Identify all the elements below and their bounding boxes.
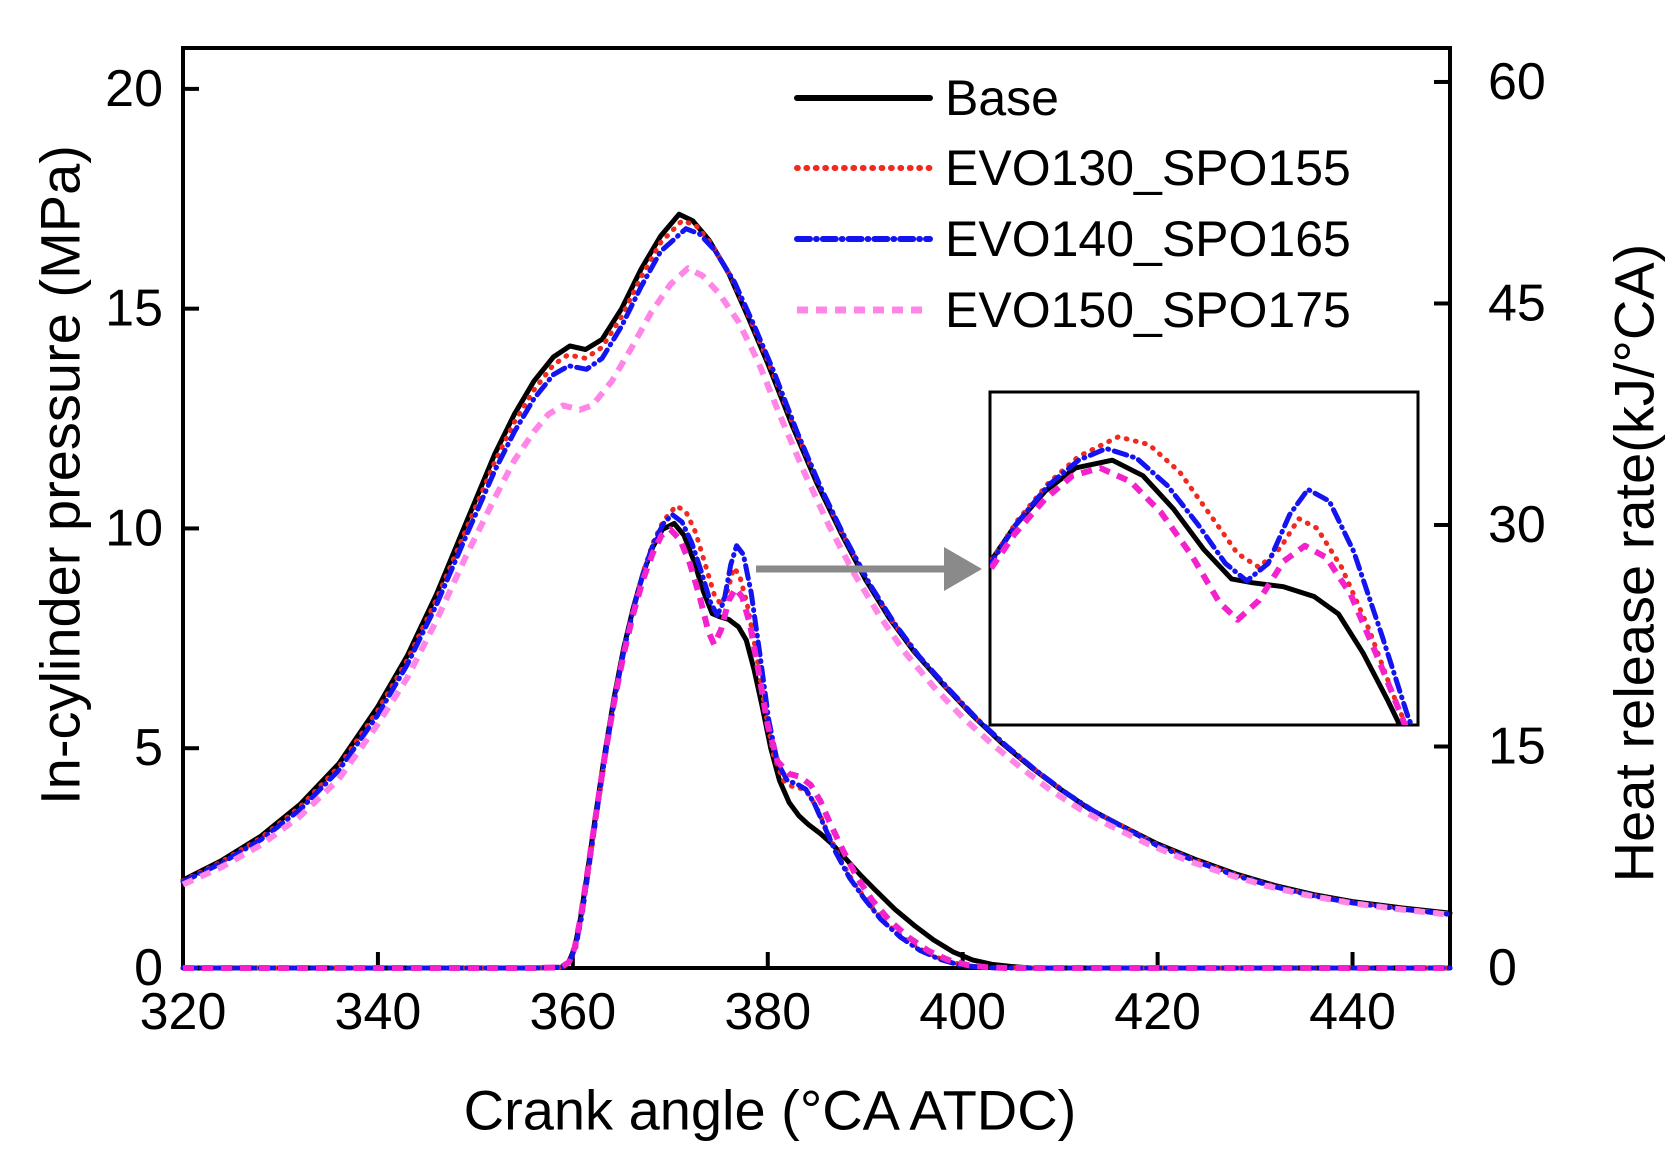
- y-right-tick-label: 30: [1488, 496, 1546, 554]
- y-left-tick-label: 5: [134, 719, 163, 777]
- curve-h_evo140-EVO140_SPO165: [990, 446, 1415, 725]
- y-right-tick-label: 45: [1488, 274, 1546, 332]
- x-tick-label: 420: [1114, 983, 1201, 1041]
- x-tick-label: 360: [529, 983, 616, 1041]
- inset-frame: [988, 390, 1420, 727]
- curve-p_evo140-EVO140_SPO165: [180, 226, 1453, 917]
- plot-frame-group: [181, 46, 1452, 970]
- legend-label: EVO140_SPO165: [945, 211, 1351, 267]
- x-tick-label: 320: [140, 983, 227, 1041]
- legend-label: EVO130_SPO155: [945, 140, 1351, 196]
- y-left-tick-label: 0: [134, 939, 163, 997]
- axis-tick-labels-group: 320 340 360 380 400 420 440 0 5 10 15 20 0 15 30 45 60: [105, 53, 1546, 1041]
- inset-group: [988, 390, 1420, 727]
- y-right-tick-label: 0: [1488, 939, 1517, 997]
- x-tick-label: 440: [1309, 983, 1396, 1041]
- legend-label: EVO150_SPO175: [945, 282, 1351, 338]
- y-left-tick-label: 20: [105, 60, 163, 118]
- curve-h_evo150-EVO150_SPO175: [990, 464, 1409, 725]
- inset-curves: [990, 434, 1415, 725]
- x-tick-label: 340: [335, 983, 422, 1041]
- y-left-axis-title: In-cylinder pressure (MPa): [29, 145, 92, 805]
- curve-h_evo150-EVO150_SPO175: [183, 526, 1450, 971]
- curve-h_base-Base: [990, 457, 1403, 725]
- x-tick-label: 380: [724, 983, 811, 1041]
- legend-label: Base: [945, 70, 1059, 126]
- y-right-tick-label: 60: [1488, 53, 1546, 111]
- x-tick-label: 400: [919, 983, 1006, 1041]
- curve-h_evo130-EVO130_SPO155: [990, 434, 1409, 725]
- inset-arrow-group: [756, 547, 982, 591]
- inset-arrow-head: [944, 547, 982, 591]
- y-right-axis-title: Heat release rate(kJ/°CA): [1603, 244, 1666, 883]
- y-left-tick-label: 15: [105, 280, 163, 338]
- y-left-tick-label: 10: [105, 499, 163, 557]
- plot-frame: [181, 46, 1452, 970]
- y-right-tick-label: 15: [1488, 717, 1546, 775]
- curve-p_evo150-EVO150_SPO175: [181, 265, 1451, 918]
- curves-group: [180, 211, 1453, 971]
- x-axis-title: Crank angle (°CA ATDC): [464, 1079, 1077, 1142]
- legend-group: Base EVO130_SPO155 EVO140_SPO165 EVO150_SPO…: [794, 70, 1351, 338]
